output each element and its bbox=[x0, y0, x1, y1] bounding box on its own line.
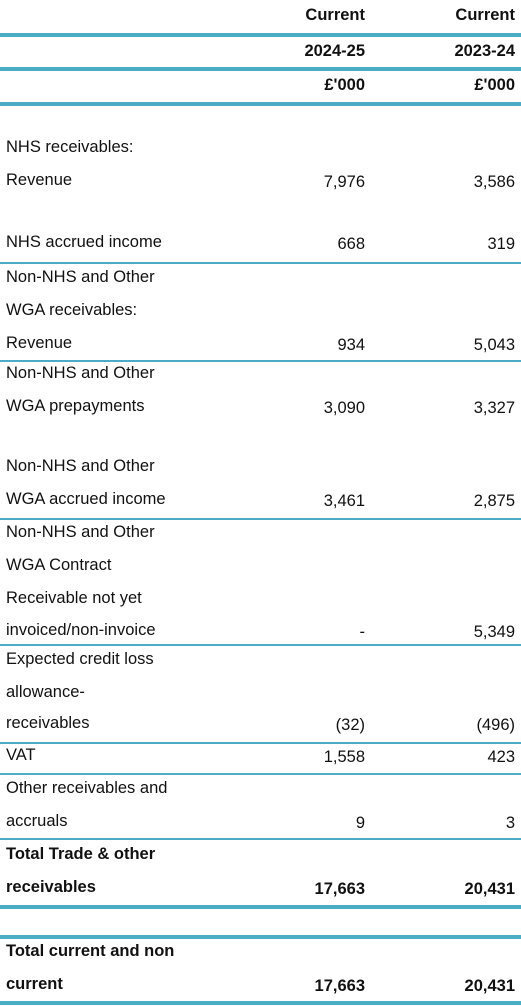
row-value-2023: 3,586 bbox=[473, 173, 515, 191]
col1-unit: £'000 bbox=[324, 76, 365, 94]
row-label-line: NHS receivables: bbox=[6, 138, 134, 156]
row-label-line: WGA accrued income bbox=[6, 490, 166, 508]
col1-header: Current bbox=[305, 6, 365, 24]
row-rule bbox=[0, 644, 521, 646]
row-value-2024: 3,090 bbox=[323, 399, 365, 417]
row-rule bbox=[0, 262, 521, 264]
unit-rule bbox=[0, 102, 521, 106]
row-label-line: Non-NHS and Other bbox=[6, 364, 155, 382]
row-label-line: Revenue bbox=[6, 334, 73, 352]
row-rule bbox=[0, 742, 521, 744]
row-value-2024: - bbox=[359, 623, 366, 641]
row-rule bbox=[0, 838, 521, 840]
row-label-line: accruals bbox=[6, 812, 68, 830]
total-rule bbox=[0, 905, 521, 909]
row-label-line: receivables bbox=[6, 714, 90, 732]
row-label-line: WGA receivables: bbox=[6, 301, 138, 319]
grand-total-bottom-rule bbox=[0, 1001, 521, 1005]
row-value-2023: 20,431 bbox=[464, 977, 515, 995]
row-value-2024: (32) bbox=[335, 716, 365, 734]
col1-year: 2024-25 bbox=[304, 42, 365, 60]
grand-total-top-rule bbox=[0, 935, 521, 939]
row-value-2023: 5,349 bbox=[473, 623, 515, 641]
row-label-line: Non-NHS and Other bbox=[6, 457, 155, 475]
row-value-2024: 7,976 bbox=[323, 173, 365, 191]
row-value-2023: 2,875 bbox=[473, 492, 515, 510]
row-value-2024: 17,663 bbox=[314, 880, 365, 898]
row-label-line: WGA Contract bbox=[6, 556, 112, 574]
row-rule bbox=[0, 773, 521, 775]
row-label-line: VAT bbox=[6, 746, 36, 764]
row-value-2024: 3,461 bbox=[323, 492, 365, 510]
row-label-line: invoiced/non-invoice bbox=[6, 621, 156, 639]
row-value-2024: 934 bbox=[337, 336, 365, 354]
row-value-2023: (496) bbox=[476, 716, 515, 734]
row-label-line: Revenue bbox=[6, 171, 73, 189]
row-label-line: NHS accrued income bbox=[6, 233, 162, 251]
row-label-line: allowance- bbox=[6, 683, 85, 701]
row-label-line: WGA prepayments bbox=[6, 397, 145, 415]
row-rule bbox=[0, 518, 521, 520]
row-label-line: current bbox=[6, 975, 63, 993]
row-rule bbox=[0, 360, 521, 362]
row-value-2023: 3,327 bbox=[473, 399, 515, 417]
row-label-line: Receivable not yet bbox=[6, 589, 142, 607]
year-rule bbox=[0, 67, 521, 71]
row-value-2023: 319 bbox=[487, 235, 515, 253]
col2-header: Current bbox=[455, 6, 515, 24]
header-rule bbox=[0, 33, 521, 37]
row-value-2023: 3 bbox=[505, 814, 515, 832]
row-value-2024: 668 bbox=[337, 235, 365, 253]
row-value-2024: 17,663 bbox=[314, 977, 365, 995]
row-label-line: Expected credit loss bbox=[6, 650, 154, 668]
row-value-2023: 5,043 bbox=[473, 336, 515, 354]
col2-unit: £'000 bbox=[474, 76, 515, 94]
row-value-2024: 9 bbox=[355, 814, 365, 832]
row-value-2023: 20,431 bbox=[464, 880, 515, 898]
row-label-line: Non-NHS and Other bbox=[6, 268, 155, 286]
row-label-line: Total current and non bbox=[6, 942, 175, 960]
row-label-line: receivables bbox=[6, 878, 96, 896]
col2-year: 2023-24 bbox=[454, 42, 515, 60]
row-value-2024: 1,558 bbox=[323, 748, 365, 766]
row-value-2023: 423 bbox=[487, 748, 515, 766]
row-label-line: Total Trade & other bbox=[6, 845, 156, 863]
row-label-line: Non-NHS and Other bbox=[6, 523, 155, 541]
row-label-line: Other receivables and bbox=[6, 779, 168, 797]
